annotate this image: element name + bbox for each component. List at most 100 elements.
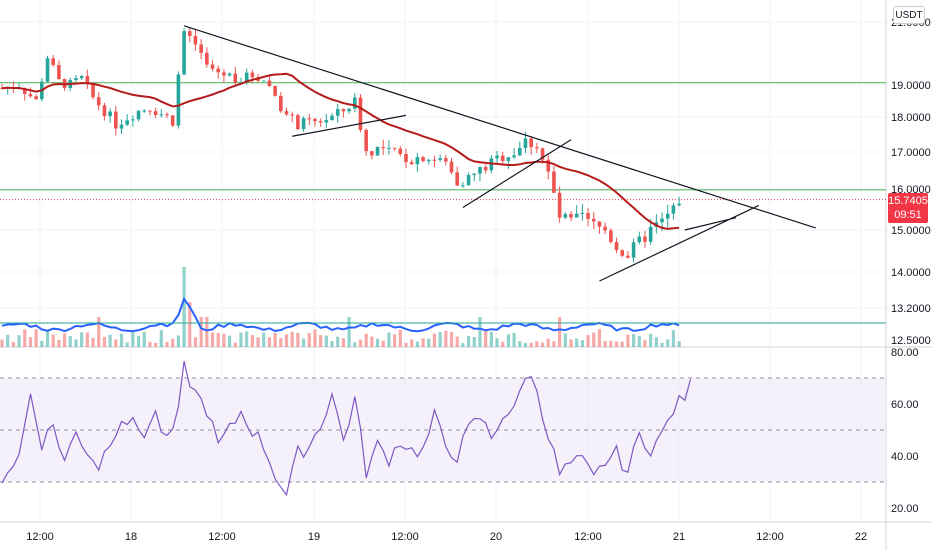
candle-body	[102, 105, 107, 117]
price-tick-label: 13.2000	[891, 303, 931, 315]
volume-bar	[592, 332, 596, 347]
volume-bar	[614, 341, 619, 347]
candle-body	[375, 147, 380, 156]
volume-bar	[393, 334, 397, 347]
volume-bar	[484, 330, 488, 347]
volume-bar	[387, 332, 391, 347]
volume-bar	[381, 340, 385, 347]
candle-body	[426, 159, 431, 162]
candle-body	[529, 138, 533, 148]
volume-bar	[540, 342, 545, 347]
price-tick-label: 17.0000	[891, 147, 931, 159]
volume-bar	[427, 338, 431, 347]
volume-bar	[472, 336, 476, 347]
volume-bar	[0, 339, 4, 347]
candle-body	[364, 129, 368, 152]
candle-body	[296, 115, 300, 130]
volume-bar	[51, 334, 55, 347]
volume-bar	[495, 338, 499, 347]
candle-body	[108, 111, 112, 117]
volume-bar	[529, 342, 533, 347]
volume-bar	[193, 337, 198, 347]
candle-body	[648, 226, 653, 242]
volume-bar	[171, 338, 175, 347]
volume-bar	[136, 336, 141, 347]
candle-body	[0, 88, 4, 90]
volume-bar	[319, 335, 323, 347]
volume-bar	[34, 329, 38, 347]
volume-bar	[620, 341, 624, 347]
volume-bar	[609, 340, 613, 347]
candle-body	[136, 110, 141, 120]
candle-body	[313, 118, 317, 122]
rsi-tick-label: 80.00	[891, 347, 919, 359]
candle-body	[626, 255, 630, 258]
candle-body	[563, 214, 568, 218]
volume-bar	[85, 332, 89, 347]
candle-body	[483, 167, 488, 171]
candle-body	[153, 111, 158, 115]
candle-body	[182, 31, 186, 75]
volume-bar	[119, 333, 124, 347]
time-tick-label: 12:00	[391, 531, 419, 543]
volume-bar	[182, 267, 186, 347]
candle-body	[34, 96, 38, 100]
volume-bar	[649, 333, 653, 347]
time-tick-label: 20	[490, 531, 502, 543]
candle-body	[170, 115, 175, 126]
candle-body	[671, 205, 676, 214]
candle-body	[603, 226, 607, 231]
volume-bar	[552, 341, 556, 347]
candle-body	[222, 72, 226, 76]
volume-bar	[415, 341, 419, 347]
volume-bar	[74, 339, 78, 347]
price-tick-label: 12.5000	[891, 335, 931, 347]
candle-body	[159, 114, 164, 116]
volume-bar	[330, 341, 334, 347]
candle-body	[250, 72, 255, 78]
volume-bar	[563, 333, 567, 347]
candle-body	[45, 58, 50, 82]
volume-bar	[284, 334, 289, 347]
volume-bar	[142, 331, 146, 347]
rsi-tick-label: 40.00	[891, 451, 919, 463]
volume-bar	[324, 335, 328, 347]
volume-bar	[444, 330, 448, 347]
time-tick-label: 12:00	[574, 531, 602, 543]
last-price-value: 15.7405	[888, 195, 928, 207]
candle-body	[677, 203, 681, 206]
volume-bar	[307, 333, 311, 347]
volume-bar	[102, 336, 107, 347]
candle-body	[307, 118, 312, 120]
volume-bar	[313, 329, 317, 347]
time-tick-label: 12:00	[208, 531, 236, 543]
candle-body	[290, 114, 294, 116]
volume-bar	[28, 337, 33, 347]
volume-bar	[267, 337, 272, 347]
volume-bar	[512, 332, 516, 347]
volume-bar	[262, 332, 266, 347]
candle-body	[438, 158, 442, 160]
volume-bar	[626, 334, 630, 347]
candle-body	[404, 154, 408, 163]
candle-body	[580, 212, 585, 214]
currency-label[interactable]: USDT	[893, 6, 925, 24]
volume-bar	[245, 331, 249, 347]
volume-bar	[677, 341, 681, 347]
volume-bar	[518, 341, 522, 347]
candle-body	[279, 95, 283, 112]
volume-bar	[597, 329, 602, 347]
candle-body	[91, 82, 95, 98]
rsi-tick-label: 60.00	[891, 399, 919, 411]
candle-body	[478, 167, 482, 174]
volume-bar	[586, 335, 590, 347]
candle-body	[239, 82, 243, 84]
candle-body	[392, 147, 397, 149]
candle-body	[415, 157, 420, 165]
candle-body	[341, 109, 346, 112]
volume-bar	[466, 336, 471, 347]
volume-bar	[455, 336, 459, 347]
volume-bar	[199, 317, 203, 347]
volume-bar	[125, 342, 129, 347]
